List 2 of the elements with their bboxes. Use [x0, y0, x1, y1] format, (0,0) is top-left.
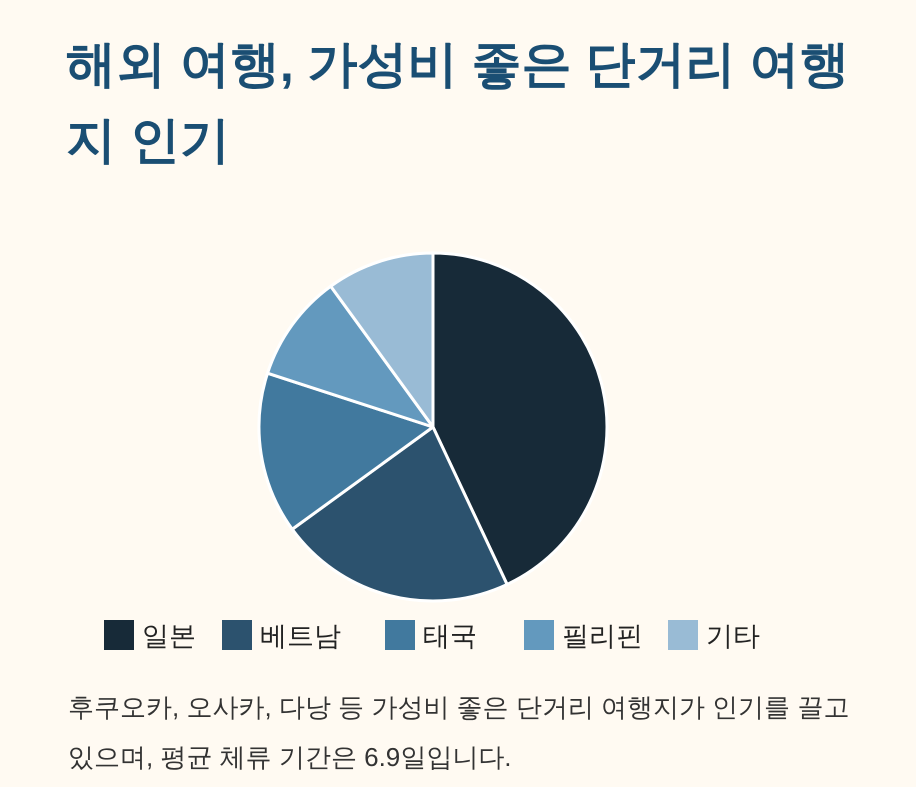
annotation: 후쿠오카, 오사카, 다낭 등 가성비 좋은 단거리 여행지가 인기를 끌고 있으며, 평균 체류 기간은 6.9일입니다. — [68, 691, 850, 774]
title: 해외 여행, 가성비 좋은 단거리 여행지 인기 — [66, 35, 850, 170]
